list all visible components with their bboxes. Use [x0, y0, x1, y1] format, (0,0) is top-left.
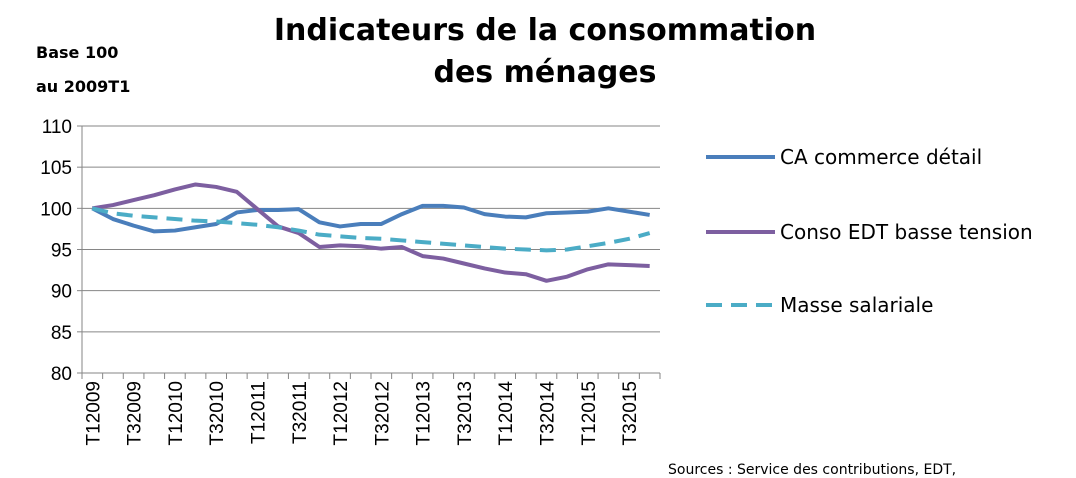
y-tick-label: 85	[51, 323, 72, 344]
y-tick-label: 80	[51, 364, 72, 385]
x-tick-label: T12009	[83, 381, 104, 445]
x-tick-label: T32014	[537, 381, 558, 446]
x-tick-label: T32010	[207, 381, 228, 445]
source-note: Sources : Service des contributions, EDT…	[668, 462, 956, 478]
x-tick-label: T32009	[125, 381, 146, 445]
series-line	[92, 182, 650, 283]
x-tick-label: T32015	[620, 381, 641, 445]
y-tick-label: 100	[40, 199, 72, 220]
x-tick-label: T32011	[290, 381, 311, 444]
chart-title: Indicateurs de la consommation	[274, 13, 816, 48]
y-tick-label: 105	[40, 158, 72, 179]
chart-title: des ménages	[433, 55, 656, 90]
legend-label: Conso EDT basse tension	[780, 220, 1033, 244]
x-tick-label: T12011	[248, 381, 269, 444]
x-tick-label: T12010	[166, 381, 187, 445]
y-tick-label: 95	[51, 241, 72, 262]
x-tick-label: T12014	[496, 381, 517, 446]
series-line	[91, 206, 651, 253]
y-axis-label: au 2009T1	[36, 77, 130, 96]
legend-label: CA commerce détail	[780, 145, 982, 169]
legend-label: Masse salariale	[780, 293, 933, 317]
x-tick-label: T32013	[455, 381, 476, 445]
x-tick-label: T12013	[414, 381, 435, 445]
y-axis-label: Base 100	[36, 43, 118, 62]
x-tick-label: T12015	[579, 381, 600, 445]
x-tick-label: T32012	[372, 381, 393, 445]
x-tick-label: T12012	[331, 381, 352, 445]
y-tick-label: 110	[42, 117, 72, 138]
series-line	[91, 203, 650, 234]
y-tick-label: 90	[51, 282, 72, 303]
